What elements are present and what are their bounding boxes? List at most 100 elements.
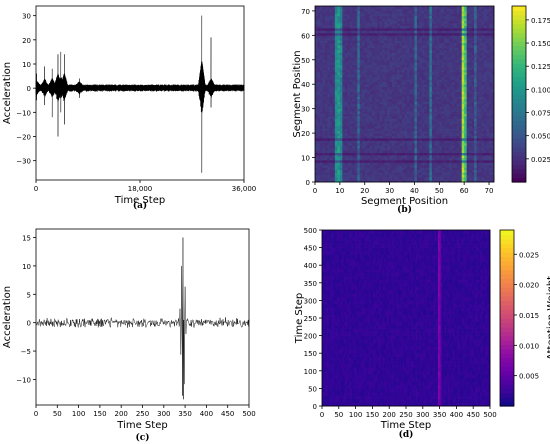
b-heatmap-cell <box>362 20 366 24</box>
b-heatmap-cell <box>394 167 398 171</box>
b-heatmap-cell <box>319 101 323 105</box>
b-heatmap-cell <box>461 116 465 119</box>
b-heatmap-cell <box>436 62 440 66</box>
b-heatmap-cell <box>481 52 485 56</box>
b-heatmap-cell <box>444 84 448 88</box>
b-heatmap-cell <box>456 59 460 63</box>
b-heatmap-cell <box>469 28 472 31</box>
b-heatmap-cell <box>479 101 482 105</box>
b-heatmap-cell <box>474 18 477 22</box>
b-heatmap-cell <box>441 160 445 163</box>
b-heatmap-cell <box>434 54 438 58</box>
b-heatmap-cell <box>466 74 470 78</box>
b-heatmap-cell <box>479 81 482 85</box>
b-heatmap-cell <box>454 54 458 58</box>
b-heatmap-cell <box>449 37 453 41</box>
b-heatmap-cell <box>337 47 341 51</box>
b-heatmap-cell <box>354 45 358 48</box>
b-heatmap-cell <box>404 96 408 100</box>
b-heatmap-cell <box>344 94 348 97</box>
b-heatmap-cell <box>369 98 373 102</box>
b-heatmap-cell <box>484 123 487 127</box>
b-heatmap-cell <box>474 142 477 146</box>
b-heatmap-cell <box>394 157 398 161</box>
b-heatmap-cell <box>319 94 323 97</box>
b-heatmap-cell <box>324 96 328 100</box>
b-heatmap-cell <box>479 157 482 161</box>
b-heatmap-cell <box>451 145 455 149</box>
b-heatmap-cell <box>404 140 408 144</box>
b-heatmap-cell <box>449 20 453 24</box>
b-heatmap-cell <box>484 130 487 134</box>
b-heatmap-cell <box>315 86 318 90</box>
b-heatmap-cell <box>424 74 428 78</box>
b-heatmap-cell <box>416 174 420 178</box>
b-heatmap-cell <box>476 160 480 163</box>
b-heatmap-cell <box>347 167 351 171</box>
b-heatmap-cell <box>357 111 361 114</box>
b-heatmap-cell <box>387 172 390 176</box>
b-heatmap-cell <box>429 138 433 141</box>
b-heatmap-cell <box>491 79 495 83</box>
b-heatmap-cell <box>486 118 490 122</box>
b-heatmap-cell <box>486 81 490 85</box>
b-heatmap-cell <box>451 30 455 34</box>
b-heatmap-cell <box>352 108 356 112</box>
b-heatmap-cell <box>454 67 458 70</box>
b-heatmap-cell <box>402 94 405 97</box>
b-heatmap-cell <box>334 79 338 83</box>
b-heatmap-cell <box>384 15 388 19</box>
b-heatmap-cell <box>489 145 492 149</box>
b-heatmap-cell <box>382 167 385 171</box>
b-heatmap-cell <box>451 138 455 141</box>
b-heatmap-cell <box>461 25 465 29</box>
b-heatmap-cell <box>319 86 323 90</box>
b-heatmap-cell <box>327 169 331 173</box>
b-heatmap-cell <box>459 152 463 156</box>
b-heatmap-cell <box>484 147 487 151</box>
b-heatmap-cell <box>466 69 470 73</box>
b-heatmap-cell <box>476 174 480 178</box>
b-heatmap-cell <box>484 135 487 139</box>
b-heatmap-cell <box>404 133 408 136</box>
b-heatmap-cell <box>406 37 410 41</box>
b-heatmap-cell <box>436 23 440 26</box>
b-heatmap-cell <box>469 145 472 149</box>
b-heatmap-cell <box>367 111 371 114</box>
b-heatmap-cell <box>382 54 385 58</box>
b-heatmap-cell <box>441 84 445 88</box>
b-heatmap-cell <box>489 25 492 29</box>
b-heatmap-cell <box>399 113 403 117</box>
b-heatmap-cell <box>484 42 487 46</box>
b-heatmap-cell <box>347 101 351 105</box>
b-heatmap-cell <box>402 140 405 144</box>
b-heatmap-cell <box>489 74 492 78</box>
b-heatmap-cell <box>382 15 385 19</box>
b-heatmap-cell <box>414 174 418 178</box>
b-heatmap-cell <box>315 120 318 124</box>
b-heatmap-cell <box>364 101 368 105</box>
b-heatmap-cell <box>329 172 333 176</box>
b-heatmap-cell <box>446 113 450 117</box>
b-heatmap-cell <box>456 86 460 90</box>
b-heatmap-cell <box>319 25 323 29</box>
b-heatmap-cell <box>394 64 398 68</box>
b-heatmap-cell <box>347 103 351 107</box>
b-heatmap-cell <box>389 123 393 127</box>
b-heatmap-cell <box>431 72 435 75</box>
b-heatmap-cell <box>334 103 338 107</box>
b-heatmap-cell <box>357 160 361 163</box>
b-heatmap-cell <box>446 84 450 88</box>
b-heatmap-cell <box>441 120 445 124</box>
b-heatmap-cell <box>342 160 346 163</box>
b-heatmap-cell <box>456 120 460 124</box>
b-heatmap-cell <box>392 69 395 73</box>
b-heatmap-cell <box>334 150 338 154</box>
b-heatmap-cell <box>379 74 383 78</box>
b-heatmap-cell <box>446 81 450 85</box>
b-heatmap-cell <box>404 76 408 80</box>
b-heatmap-cell <box>406 98 410 102</box>
b-heatmap-cell <box>486 40 490 44</box>
b-heatmap-cell <box>369 59 373 63</box>
b-heatmap-cell <box>469 130 472 134</box>
